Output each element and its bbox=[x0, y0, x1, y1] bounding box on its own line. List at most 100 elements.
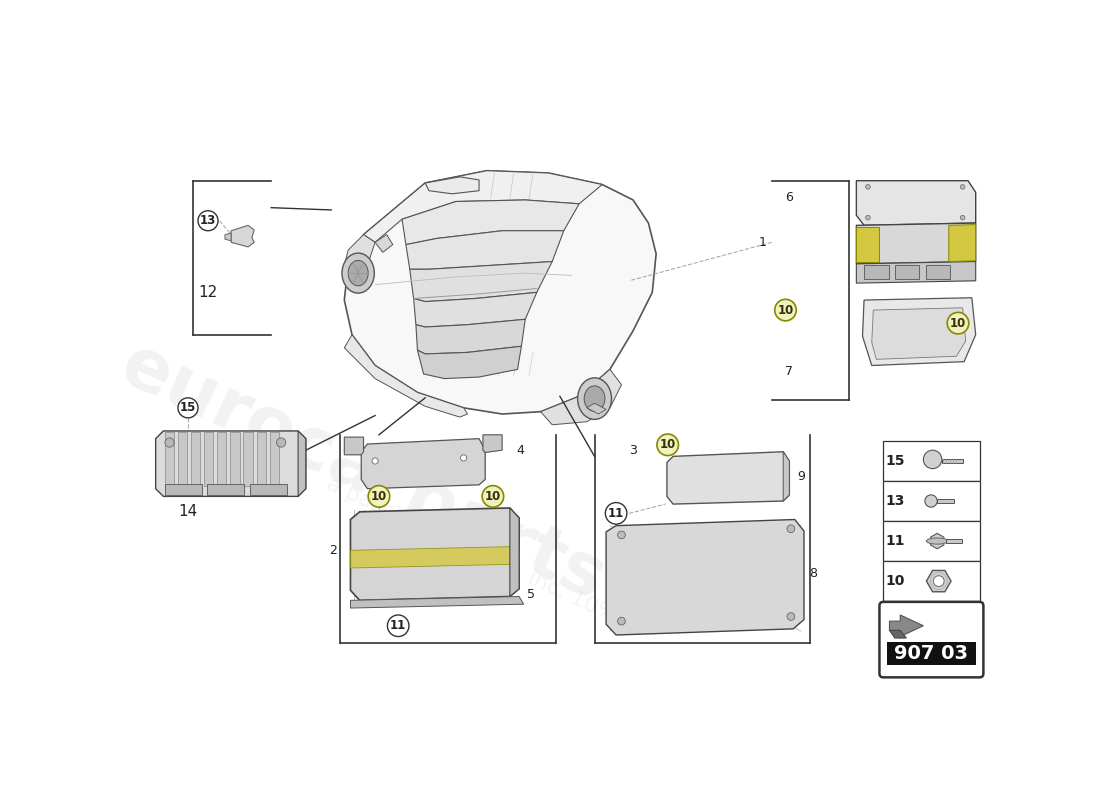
Text: 9: 9 bbox=[798, 470, 805, 483]
Polygon shape bbox=[224, 233, 231, 241]
Text: 907 03: 907 03 bbox=[894, 644, 968, 663]
Ellipse shape bbox=[926, 538, 948, 544]
Polygon shape bbox=[890, 615, 923, 637]
Polygon shape bbox=[351, 597, 524, 608]
Circle shape bbox=[960, 215, 965, 220]
Text: 10: 10 bbox=[778, 303, 793, 317]
Polygon shape bbox=[587, 403, 606, 414]
Polygon shape bbox=[926, 570, 952, 592]
Circle shape bbox=[618, 531, 625, 538]
Ellipse shape bbox=[584, 386, 605, 411]
Text: 13: 13 bbox=[200, 214, 216, 227]
Circle shape bbox=[933, 576, 944, 586]
Circle shape bbox=[482, 486, 504, 507]
Text: 10: 10 bbox=[660, 438, 675, 451]
Bar bbox=[946, 539, 961, 543]
Text: 10: 10 bbox=[485, 490, 501, 503]
Circle shape bbox=[866, 185, 870, 189]
Polygon shape bbox=[510, 508, 519, 597]
Bar bbox=[883, 481, 980, 521]
Polygon shape bbox=[156, 431, 306, 496]
Polygon shape bbox=[351, 508, 519, 600]
Bar bbox=[270, 433, 279, 486]
Text: eurocarparts: eurocarparts bbox=[110, 330, 617, 616]
Text: 5: 5 bbox=[527, 589, 536, 602]
Polygon shape bbox=[856, 262, 976, 283]
Bar bbox=[205, 433, 213, 486]
Circle shape bbox=[786, 613, 794, 620]
Polygon shape bbox=[541, 370, 622, 425]
Text: 13: 13 bbox=[886, 494, 905, 508]
Polygon shape bbox=[483, 435, 502, 453]
Bar bbox=[218, 433, 227, 486]
Polygon shape bbox=[344, 437, 363, 455]
Polygon shape bbox=[344, 334, 468, 417]
Polygon shape bbox=[931, 534, 944, 549]
Bar bbox=[191, 433, 200, 486]
Bar bbox=[887, 642, 976, 665]
Bar bbox=[883, 441, 980, 481]
Text: 4: 4 bbox=[517, 444, 525, 457]
Text: 10: 10 bbox=[950, 317, 966, 330]
Polygon shape bbox=[406, 230, 563, 270]
Polygon shape bbox=[418, 346, 521, 378]
Text: 11: 11 bbox=[886, 534, 905, 548]
Text: 2: 2 bbox=[329, 544, 337, 557]
Circle shape bbox=[866, 215, 870, 220]
Text: 11: 11 bbox=[390, 619, 406, 632]
Bar bbox=[926, 266, 950, 279]
Bar bbox=[895, 266, 920, 279]
Circle shape bbox=[947, 312, 969, 334]
Ellipse shape bbox=[578, 378, 612, 419]
Polygon shape bbox=[856, 223, 976, 264]
Circle shape bbox=[923, 450, 942, 469]
Text: 3: 3 bbox=[629, 444, 637, 457]
Bar bbox=[883, 521, 980, 561]
Circle shape bbox=[774, 299, 796, 321]
Polygon shape bbox=[856, 181, 976, 226]
Circle shape bbox=[605, 502, 627, 524]
Circle shape bbox=[165, 438, 174, 447]
Text: 10: 10 bbox=[371, 490, 387, 503]
Polygon shape bbox=[231, 226, 254, 247]
Text: 6: 6 bbox=[785, 191, 793, 204]
Polygon shape bbox=[344, 170, 656, 414]
Polygon shape bbox=[361, 438, 485, 489]
Circle shape bbox=[657, 434, 679, 455]
Polygon shape bbox=[871, 308, 966, 359]
Text: 12: 12 bbox=[198, 285, 218, 300]
Polygon shape bbox=[416, 319, 526, 354]
Circle shape bbox=[372, 458, 378, 464]
Polygon shape bbox=[344, 234, 375, 273]
Polygon shape bbox=[409, 262, 552, 302]
Text: 10: 10 bbox=[886, 574, 905, 588]
Polygon shape bbox=[856, 227, 880, 262]
Bar bbox=[942, 458, 964, 463]
Circle shape bbox=[925, 495, 937, 507]
Polygon shape bbox=[783, 452, 790, 501]
Text: 15: 15 bbox=[179, 402, 196, 414]
Text: 15: 15 bbox=[886, 454, 905, 468]
Circle shape bbox=[198, 210, 218, 230]
Circle shape bbox=[960, 185, 965, 189]
Circle shape bbox=[387, 615, 409, 637]
Circle shape bbox=[618, 618, 625, 625]
Circle shape bbox=[368, 486, 389, 507]
Polygon shape bbox=[667, 452, 790, 504]
Text: 1: 1 bbox=[759, 236, 767, 249]
Text: 14: 14 bbox=[178, 504, 198, 519]
Polygon shape bbox=[375, 234, 393, 252]
Bar bbox=[256, 433, 266, 486]
Polygon shape bbox=[414, 292, 537, 327]
Text: a passion for parts, inc. 10%: a passion for parts, inc. 10% bbox=[322, 474, 620, 626]
Polygon shape bbox=[948, 225, 976, 262]
Polygon shape bbox=[403, 200, 580, 245]
Bar bbox=[165, 484, 202, 495]
Polygon shape bbox=[862, 298, 976, 366]
Bar bbox=[865, 266, 889, 279]
Polygon shape bbox=[298, 431, 306, 496]
Ellipse shape bbox=[342, 253, 374, 293]
Bar bbox=[937, 499, 954, 503]
Bar bbox=[178, 433, 187, 486]
Text: 8: 8 bbox=[810, 567, 817, 580]
